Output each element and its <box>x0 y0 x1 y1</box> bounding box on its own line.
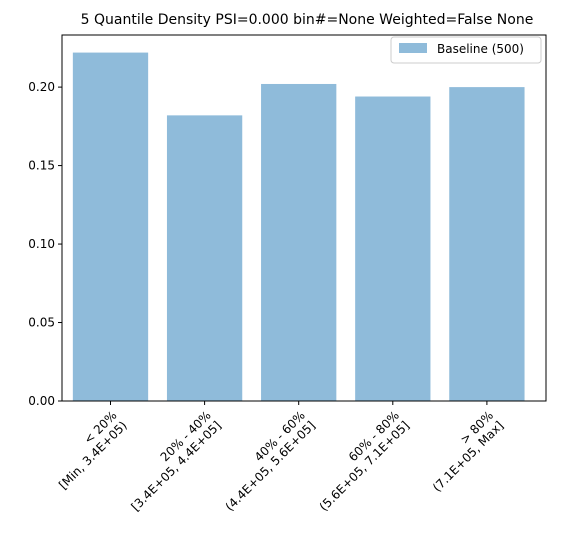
legend-swatch <box>399 43 427 53</box>
x-tick-label: 20% - 40%[3.4E+05, 4.4E+05] <box>118 408 224 514</box>
x-axis: < 20%[Min, 3.4E+05) 20% - 40%[3.4E+05, 4.… <box>46 401 506 514</box>
y-tick-label: 0.15 <box>28 159 55 173</box>
x-tick-label-line: (5.6E+05, 7.1E+05] <box>317 418 412 513</box>
plot-frame <box>61 34 547 402</box>
legend: Baseline (500) <box>390 36 542 64</box>
legend-label-baseline: Baseline (500) <box>437 42 524 56</box>
y-tick-label: 0.20 <box>28 80 55 94</box>
x-tick-label: > 80%(7.1E+05, Max] <box>420 408 506 494</box>
y-tick-label: 0.05 <box>28 316 55 330</box>
bar-1 <box>72 52 149 401</box>
x-tick-label-line: [3.4E+05, 4.4E+05] <box>128 418 223 513</box>
bar-5 <box>449 87 525 402</box>
legend-box <box>390 36 542 64</box>
x-tick-label-line: (4.4E+05, 5.6E+05] <box>223 418 318 513</box>
x-tick-label: < 20%[Min, 3.4E+05) <box>46 408 130 492</box>
bar-3 <box>261 83 337 401</box>
bar-4 <box>355 96 431 402</box>
y-tick-label: 0.00 <box>28 394 55 408</box>
x-tick-label: 40% - 60%(4.4E+05, 5.6E+05] <box>212 408 318 514</box>
bars-group <box>72 52 525 402</box>
chart-title: 5 Quantile Density PSI=0.000 bin#=None W… <box>81 12 534 28</box>
y-tick-label: 0.10 <box>28 237 55 251</box>
y-axis: 0.00 0.05 0.10 0.15 0.20 <box>28 80 62 408</box>
bar-2 <box>166 115 243 402</box>
x-tick-label: 60% - 80%(5.6E+05, 7.1E+05] <box>306 408 412 514</box>
